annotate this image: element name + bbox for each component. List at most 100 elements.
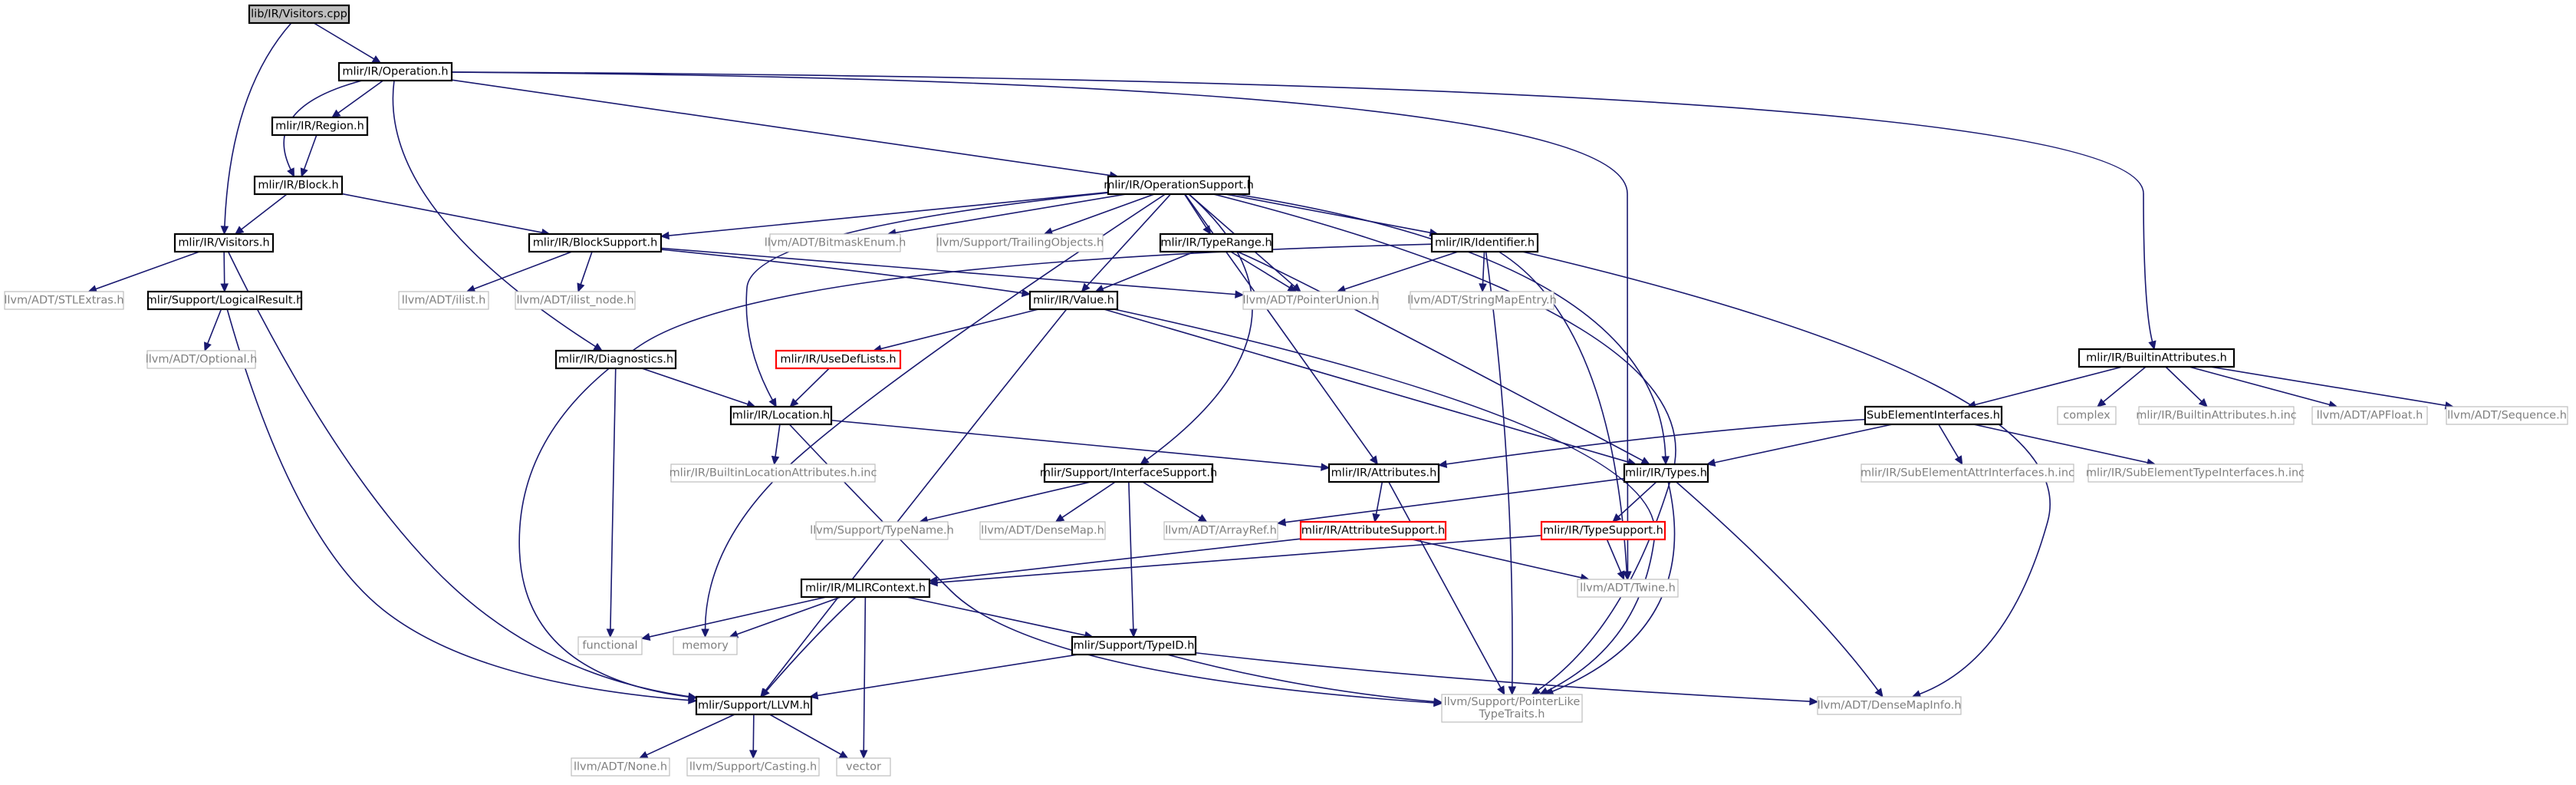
edge-line [241,193,288,230]
node-region[interactable]: mlir/IR/Region.h [271,116,369,137]
edge-line [775,424,781,457]
node-label: TypeTraits.h [1479,708,1545,721]
node-builtinattrs[interactable]: mlir/IR/BuiltinAttributes.h [2078,348,2235,368]
node-label: llvm/ADT/BitmaskEnum.h [765,237,906,249]
edge-line [1551,481,1676,692]
node-box [1327,463,1440,483]
node-location[interactable]: mlir/IR/Location.h [729,405,833,426]
edge-line [745,192,1109,401]
edge-line [473,251,573,290]
edge-arrowhead [1202,225,1212,236]
edge-line [227,251,689,698]
edge-operation-to-builtinattrs [451,71,2157,351]
node-typeid[interactable]: mlir/Support/TypeID.h [1071,635,1197,656]
edge-attributes-to-attributesupport [1372,481,1383,523]
node-stringmapentry: llvm/ADT/StringMapEntry.h [1407,291,1557,310]
node-box [775,349,902,370]
node-subelemattr: mlir/IR/SubElementAttrInterfaces.h.inc [1860,463,2074,483]
edge-arrowhead [1954,455,1963,466]
node-attributesupport[interactable]: mlir/IR/AttributeSupport.h [1299,520,1447,541]
node-label: mlir/IR/UseDefLists.h [780,354,896,366]
edge-typeid-to-ptrliketraits [1166,654,1443,706]
node-label: llvm/ADT/PointerUnion.h [1242,295,1378,307]
node-types[interactable]: mlir/IR/Types.h [1623,463,1709,483]
node-attributes[interactable]: mlir/IR/Attributes.h [1327,463,1440,483]
node-trailing: llvm/Support/TrailingObjects.h [936,233,1104,252]
node-box [398,291,489,310]
node-value[interactable]: mlir/IR/Value.h [1028,290,1119,311]
node-root[interactable]: lib/IR/Visitors.cpp [248,4,350,25]
edge-line [1102,251,1195,290]
node-label: llvm/Support/TypeName.h [810,525,954,537]
node-visitors[interactable]: mlir/IR/Visitors.h [173,233,275,253]
node-usedeflists[interactable]: mlir/IR/UseDefLists.h [775,349,902,370]
edge-line [895,193,1127,234]
node-label: llvm/Support/TrailingObjects.h [936,237,1104,249]
edge-arrowhead [1321,463,1331,471]
edge-arrowhead [1021,289,1031,298]
node-interfacesupport[interactable]: mlir/Support/InterfaceSupport.h [1040,463,1217,483]
edge-arrowhead [234,226,245,235]
edge-opsupport-to-ptrliketraits [1213,193,1676,695]
node-diagnostics[interactable]: mlir/IR/Diagnostics.h [554,349,677,370]
edge-opsupport-to-blocksupport [660,191,1109,240]
node-typesupport[interactable]: mlir/IR/TypeSupport.h [1540,520,1666,541]
node-box [337,61,453,82]
edge-line [765,596,857,691]
node-opsupport[interactable]: mlir/IR/OperationSupport.h [1104,175,1254,196]
edge-arrowhead [1612,513,1622,523]
node-llvmh[interactable]: mlir/Support/LLVM.h [695,695,813,716]
edge-typeid-to-densemapinfo [1195,651,1819,706]
edge-arrowhead [2097,398,2107,407]
edge-line [1146,193,1253,460]
edge-line [2189,366,2330,406]
edge-mlircontext-to-functional [640,596,827,641]
node-subelem[interactable]: SubElementInterfaces.h [1864,405,2003,426]
node-box [146,290,303,311]
node-block[interactable]: mlir/IR/Block.h [253,175,344,196]
edge-identifier-to-stringmapentry [1479,251,1487,293]
edge-blocksupport-to-ilistnode [577,251,593,293]
node-operation[interactable]: mlir/IR/Operation.h [337,61,453,82]
node-box [1864,405,2003,426]
edge-location-to-builtinlocattrs [771,424,781,466]
edge-arrowhead [640,632,651,641]
edge-arrowhead [1054,513,1065,523]
edge-line [1086,193,1172,287]
edge-line [1195,651,1811,702]
edge-arrowhead [204,341,212,352]
edge-arrowhead [1809,697,1819,706]
edge-line [2165,366,2203,402]
edge-arrowhead [331,109,341,118]
node-typerange[interactable]: mlir/IR/TypeRange.h [1159,233,1274,253]
edge-line [1606,539,1622,573]
node-label: llvm/ADT/Twine.h [1580,582,1676,595]
edge-arrowhead [606,628,615,638]
node-logicalresult[interactable]: mlir/Support/LogicalResult.h [146,290,304,311]
node-label: mlir/Support/LogicalResult.h [146,295,304,307]
edge-block-to-visitors [234,193,288,235]
edge-line [1344,251,1459,290]
node-box [2087,463,2303,483]
edge-arrowhead [660,231,669,240]
node-mlircontext[interactable]: mlir/IR/MLIRContext.h [800,578,931,599]
edge-arrowhead [287,167,294,178]
node-blocksupport[interactable]: mlir/IR/BlockSupport.h [528,233,663,253]
node-box [1043,463,1214,483]
node-subelemtype: mlir/IR/SubElementTypeInterfaces.h.inc [2086,463,2305,483]
edge-visitors-to-llvmh [227,251,698,701]
edge-root-to-operation [313,22,382,64]
edge-line [1237,251,1643,462]
node-label: llvm/ADT/DenseMap.h [981,525,1104,537]
node-box [2057,406,2117,425]
edge-arrowhead [1235,290,1245,298]
edge-attributes-to-ptrliketraits [1388,481,1505,696]
node-box [1163,521,1278,540]
node-identifier[interactable]: mlir/IR/Identifier.h [1430,233,1539,253]
edge-line [1114,308,1656,692]
node-label: lib/IR/Visitors.cpp [251,8,347,21]
edge-block-to-blocksupport [341,193,551,237]
edge-arrowhead [1437,460,1448,469]
node-box [2311,406,2428,425]
edge-arrowhead [1287,284,1298,292]
